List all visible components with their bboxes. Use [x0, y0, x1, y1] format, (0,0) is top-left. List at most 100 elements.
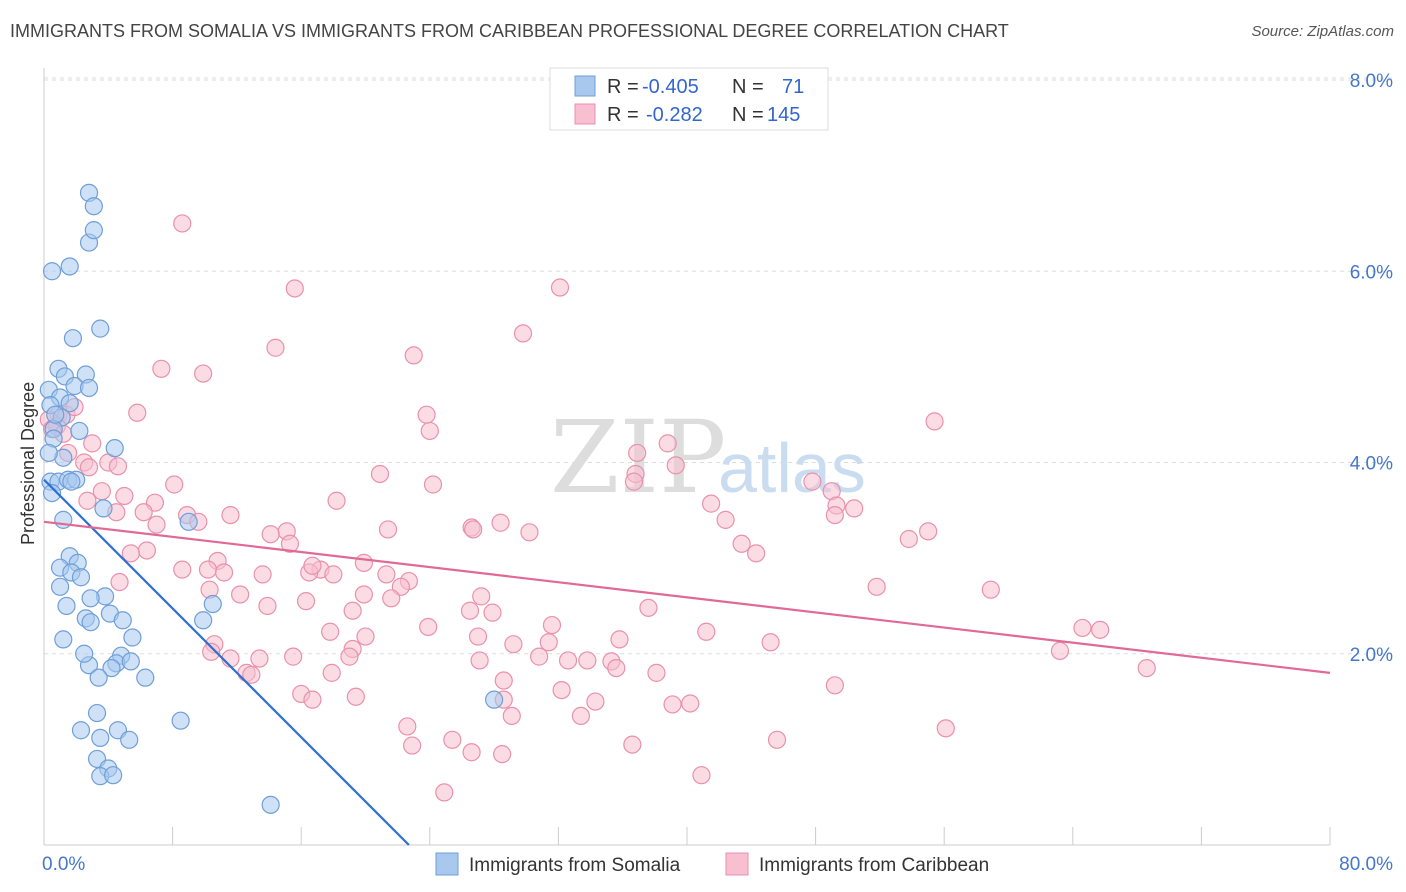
point-caribbean: [462, 743, 481, 762]
point-somalia: [81, 589, 100, 608]
point-caribbean: [692, 766, 711, 785]
point-caribbean: [845, 499, 864, 518]
scatter-points: [39, 183, 1156, 814]
point-somalia: [54, 630, 73, 649]
point-caribbean: [354, 585, 373, 604]
point-somalia: [261, 795, 280, 814]
point-caribbean: [147, 515, 166, 534]
point-caribbean: [261, 525, 280, 544]
trend-line-somalia: [43, 478, 410, 846]
point-caribbean: [658, 434, 677, 453]
point-caribbean: [303, 690, 322, 709]
point-caribbean: [1073, 618, 1092, 638]
point-caribbean: [435, 783, 454, 802]
point-somalia: [63, 329, 83, 348]
point-caribbean: [346, 687, 365, 706]
point-caribbean: [468, 627, 488, 646]
point-caribbean: [214, 563, 234, 582]
point-caribbean: [221, 649, 240, 668]
stats-legend: R = -0.405 N = 71 R = -0.282 N = 145: [549, 67, 829, 131]
point-caribbean: [128, 403, 147, 422]
point-caribbean: [663, 695, 682, 714]
point-caribbean: [78, 491, 97, 510]
point-caribbean: [419, 617, 438, 637]
point-somalia: [194, 611, 213, 630]
point-caribbean: [803, 472, 822, 491]
point-caribbean: [472, 587, 491, 606]
legend-n-value: 71: [782, 76, 804, 98]
point-caribbean: [242, 665, 261, 684]
point-caribbean: [647, 663, 666, 682]
legend-swatch-somalia: [574, 75, 596, 97]
point-somalia: [71, 568, 91, 587]
point-caribbean: [666, 456, 685, 475]
point-somalia: [81, 613, 100, 632]
point-caribbean: [610, 630, 629, 649]
series-legend-label-caribbean: Immigrants from Caribbean: [759, 855, 989, 876]
point-somalia: [485, 690, 504, 709]
point-caribbean: [552, 680, 571, 700]
point-caribbean: [378, 520, 398, 539]
point-caribbean: [460, 601, 480, 620]
point-caribbean: [623, 735, 642, 754]
point-caribbean: [284, 647, 303, 666]
point-somalia: [89, 668, 108, 687]
point-caribbean: [322, 663, 341, 682]
point-caribbean: [1050, 641, 1070, 660]
point-somalia: [179, 512, 198, 531]
point-somalia: [203, 594, 222, 614]
point-caribbean: [152, 359, 171, 378]
point-caribbean: [513, 324, 533, 343]
point-caribbean: [173, 214, 192, 233]
point-caribbean: [202, 642, 221, 661]
point-somalia: [102, 658, 121, 678]
point-somalia: [60, 394, 79, 413]
point-caribbean: [716, 510, 735, 529]
y-tick-label: 4.0%: [1350, 454, 1393, 475]
point-somalia: [60, 257, 79, 276]
point-caribbean: [1091, 620, 1110, 639]
point-caribbean: [165, 475, 184, 494]
point-somalia: [79, 378, 99, 398]
point-caribbean: [483, 603, 502, 622]
x-tick-label-max: 80.0%: [1339, 854, 1393, 875]
point-caribbean: [936, 719, 955, 738]
point-somalia: [91, 728, 110, 748]
point-caribbean: [470, 651, 489, 670]
chart-title: IMMIGRANTS FROM SOMALIA VS IMMIGRANTS FR…: [10, 21, 1009, 41]
point-caribbean: [258, 596, 277, 616]
point-somalia: [46, 405, 65, 424]
point-caribbean: [825, 505, 844, 525]
point-caribbean: [321, 622, 340, 641]
point-caribbean: [586, 692, 605, 711]
point-caribbean: [398, 717, 417, 736]
point-caribbean: [340, 647, 359, 666]
point-caribbean: [266, 338, 285, 357]
point-caribbean: [370, 464, 390, 484]
point-somalia: [91, 319, 110, 338]
point-somalia: [94, 499, 113, 518]
point-caribbean: [377, 565, 396, 584]
point-caribbean: [173, 560, 192, 579]
point-caribbean: [423, 475, 443, 494]
point-caribbean: [83, 434, 102, 453]
point-caribbean: [502, 706, 521, 726]
point-caribbean: [115, 486, 134, 506]
point-caribbean: [639, 598, 658, 617]
series-legend-swatch-somalia: [435, 852, 459, 876]
point-caribbean: [825, 676, 844, 695]
point-caribbean: [530, 647, 549, 666]
point-caribbean: [899, 529, 918, 549]
point-somalia: [39, 443, 58, 463]
series-legend: Immigrants from Somalia Immigrants from …: [435, 852, 989, 876]
point-caribbean: [382, 589, 401, 608]
point-caribbean: [250, 649, 269, 668]
y-axis-title: Professional Degree: [18, 382, 38, 545]
point-caribbean: [417, 405, 436, 424]
point-caribbean: [558, 651, 578, 670]
point-caribbean: [420, 421, 439, 441]
point-caribbean: [504, 635, 523, 654]
point-somalia: [50, 577, 70, 596]
point-caribbean: [624, 472, 644, 491]
